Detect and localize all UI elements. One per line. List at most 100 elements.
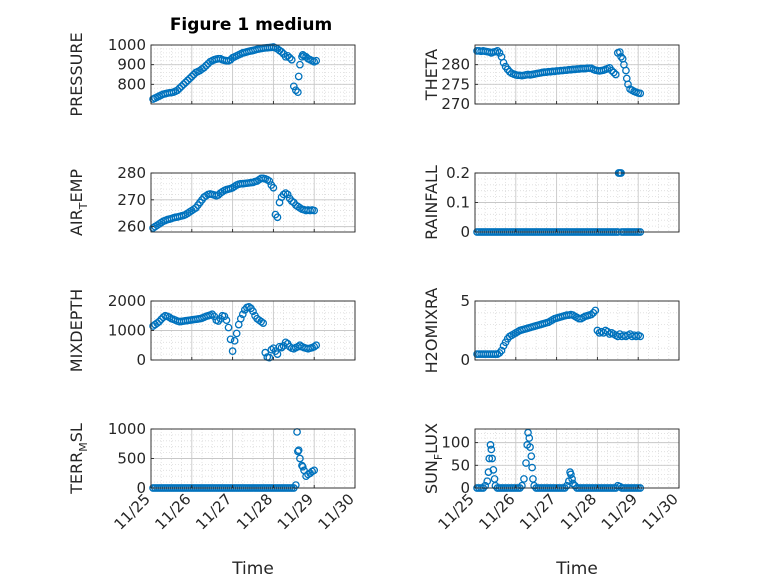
y-axis-label-main: RAINFALL	[422, 165, 441, 240]
y-axis-label: AIRTEMP	[67, 169, 90, 236]
data-point	[177, 82, 186, 91]
y-tick-label: 1000	[108, 420, 146, 438]
y-tick-label: 1000	[108, 322, 146, 340]
panel-terr_msl: 0 500 1000 TERRMSL 11/2511/2611/2711/2811/29…	[67, 420, 358, 579]
data-point	[310, 206, 319, 215]
data-point	[236, 314, 245, 323]
data-point	[486, 441, 495, 449]
data-point	[528, 463, 536, 472]
y-tick-label: 270	[441, 95, 470, 113]
data-point	[488, 454, 496, 463]
x-axis-label: Time	[231, 559, 274, 579]
y-axis-label-main: MIXDEPTH	[67, 289, 86, 372]
data-point	[173, 86, 182, 95]
data-point	[296, 60, 304, 69]
y-tick-label: 260	[117, 218, 146, 236]
data-point	[202, 61, 210, 70]
data-point	[481, 481, 490, 490]
y-tick-label: 0	[460, 223, 470, 241]
y-axis-label-subscript: M	[77, 442, 90, 452]
axes-box	[474, 300, 680, 361]
y-axis-label: RAINFALL	[422, 165, 441, 240]
data-point	[277, 343, 286, 352]
data-point	[485, 454, 494, 463]
y-axis-label: SUNFLUX	[422, 423, 445, 494]
y-axis-label-subscript: F	[432, 454, 445, 460]
data-point	[567, 470, 575, 479]
data-point	[226, 335, 235, 344]
y-axis-label-main: TERR	[67, 452, 86, 495]
data-point	[622, 66, 630, 75]
data-point	[257, 317, 266, 326]
data-point	[495, 349, 504, 357]
data-point	[181, 78, 190, 87]
data-point	[285, 53, 294, 62]
axes-box	[474, 44, 680, 105]
data-point	[155, 317, 164, 326]
y-tick-label: 270	[117, 191, 146, 209]
x-tick-label: 11/30	[639, 490, 682, 533]
data-point	[312, 341, 321, 350]
x-tick-label: 11/25	[435, 490, 478, 533]
y-axis-label-main: AIR	[67, 209, 86, 236]
y-axis-label-main: H2OMIXRA	[422, 288, 441, 374]
data-point	[617, 52, 625, 61]
data-point	[187, 72, 196, 81]
y-tick-label: 900	[117, 56, 146, 74]
data-point	[615, 48, 624, 56]
panel-rainfall: 0 0.1 0.2 RAINFALL	[422, 164, 680, 241]
data-point	[249, 307, 257, 316]
plot-area	[151, 173, 355, 232]
y-axis-label: THETA	[422, 49, 441, 101]
x-tick-label: 11/25	[111, 490, 154, 533]
data-point	[499, 58, 508, 67]
y-axis-label-main: THETA	[422, 49, 441, 101]
data-point	[224, 323, 233, 332]
data-point	[208, 310, 217, 319]
data-point	[483, 477, 492, 486]
data-point	[624, 80, 632, 89]
y-axis-label-main: PRESSURE	[67, 32, 86, 116]
y-axis-label: TERRMSL	[67, 423, 90, 495]
data-point	[522, 459, 530, 467]
data-point	[281, 338, 290, 347]
y-tick-label: 0.1	[446, 194, 470, 212]
data-point	[527, 452, 536, 461]
x-tick-label: 11/28	[233, 490, 276, 533]
data-point	[518, 481, 526, 490]
x-tick-label: 11/29	[274, 490, 317, 533]
data-point	[265, 177, 274, 185]
panel-sun_flux: 050100SUNFLUX11/2511/2611/2711/2811/2911…	[422, 423, 682, 579]
data-point	[232, 329, 241, 338]
y-tick-label: 1000	[108, 36, 146, 54]
data-point	[296, 341, 304, 350]
data-point	[245, 303, 253, 311]
data-point	[220, 312, 229, 321]
x-tick-label: 11/30	[315, 490, 358, 533]
y-tick-label: 280	[117, 164, 146, 182]
data-point	[273, 213, 282, 222]
x-tick-label: 11/26	[151, 490, 194, 533]
data-point	[185, 74, 194, 83]
y-axis-label: PRESSURE	[67, 32, 86, 116]
data-point	[200, 63, 208, 72]
axes-box	[150, 172, 356, 233]
y-tick-label: 2000	[108, 292, 146, 310]
data-point	[294, 446, 303, 455]
x-tick-label: 11/26	[475, 490, 518, 533]
data-point	[587, 310, 596, 319]
data-point	[175, 84, 184, 93]
y-axis-label-rest: EMP	[67, 169, 86, 203]
y-tick-label: 800	[117, 75, 146, 93]
data-point	[214, 317, 223, 325]
y-tick-label: 0.2	[446, 164, 470, 182]
y-axis-label: H2OMIXRA	[422, 288, 441, 374]
data-point	[294, 72, 303, 81]
y-axis-label: MIXDEPTH	[67, 289, 86, 372]
data-point	[520, 475, 528, 483]
data-point	[493, 47, 502, 55]
x-axis-label: Time	[555, 559, 598, 579]
x-tick-label: 11/27	[516, 490, 559, 533]
x-tick-label: 11/27	[192, 490, 235, 533]
